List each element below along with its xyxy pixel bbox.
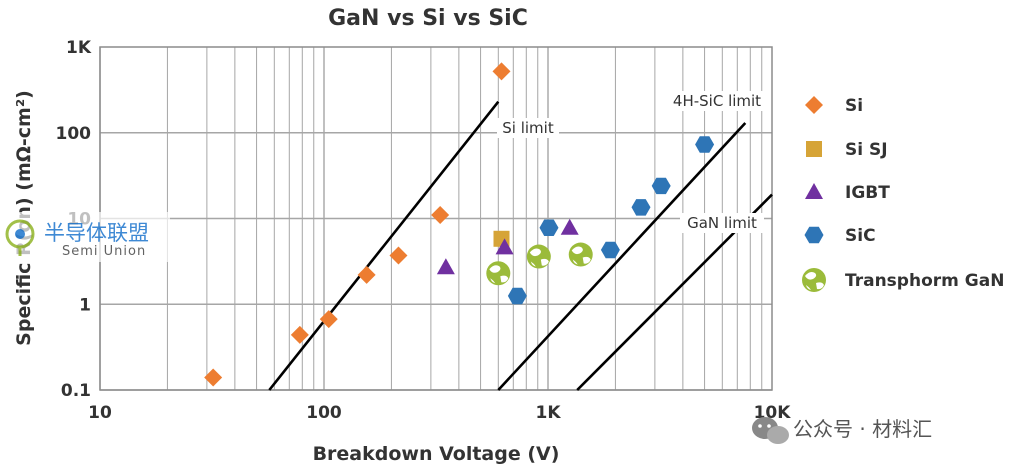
legend-marker-igbt [805,183,823,199]
limit-line-1 [497,122,747,391]
transphorm-gan-point [526,244,551,269]
si-limit-label-bg [497,118,559,138]
si-limit-label: Si limit [502,119,554,137]
x-tick-label: 100 [306,403,342,423]
si-point [204,368,223,387]
igbt-point [495,238,514,255]
transphorm-gan-point [568,242,593,267]
legend-marker-transphorm-gan [802,268,826,292]
watermark-wechat: 公众号 · 材料汇 [752,417,932,444]
gan-limit-label-bg [680,213,764,233]
chart-title: GaN vs Si vs SiC [328,6,528,31]
si-point [431,205,450,224]
limit-labels: Si limit 4H-SiC limit GaN limit [497,91,768,233]
legend-label-transphorm-gan: Transphorm GaN [845,271,1004,291]
legend-label-si-sj: Si SJ [845,140,888,160]
legend-item-si-sj: Si SJ [806,140,888,160]
watermark-wechat-text: 公众号 · 材料汇 [793,417,932,441]
watermark-bg [2,212,170,262]
legend-label-si: Si [845,96,863,116]
si-point [357,265,376,284]
sic-point [631,199,651,216]
semi-union-logo-icon [5,219,35,256]
sic-limit-label: 4H-SiC limit [673,92,761,110]
x-axis-title: Breakdown Voltage (V) [313,443,560,465]
legend-item-transphorm-gan: Transphorm GaN [802,268,1004,292]
legend-label-igbt: IGBT [845,183,890,203]
legend-marker-si [805,96,823,114]
y-tick-label: 1K [66,38,92,58]
sic-limit-label-bg [666,91,768,111]
gan-limit-label: GaN limit [687,214,757,232]
sic-point [507,287,527,305]
legend-label-sic: SiC [845,226,876,246]
si-point [290,325,309,344]
sic-point [600,241,620,259]
sic-point [695,136,715,153]
watermark-text: 半导体联盟 [44,221,149,245]
legend-marker-sic [804,226,824,244]
y-tick-label: 100 [56,124,92,144]
legend-marker-si-sj [806,141,822,157]
sic-point [651,177,671,195]
watermark-semi-union: 半导体联盟 Semi Union [2,212,170,262]
x-tick-label: 10 [88,403,112,423]
legend-item-si: Si [805,96,863,116]
sic-point [539,219,559,236]
legend: Si Si SJ IGBT SiC Transphorm GaN [802,96,1004,292]
si-point [389,246,408,265]
x-tick-labels: 10 100 1K 10K [88,403,791,423]
igbt-point [436,258,455,275]
si-point [492,62,511,81]
limit-line-0 [268,100,500,391]
wechat-icon [752,417,789,444]
legend-item-igbt: IGBT [805,183,890,203]
y-tick-label: 1 [79,295,91,315]
legend-item-sic: SiC [804,226,876,246]
data-points [204,62,715,387]
watermark-subtext: Semi Union [62,244,146,259]
y-tick-label: 0.1 [61,381,91,401]
igbt-point [560,218,579,235]
si-point [319,310,338,329]
x-tick-label: 1K [535,403,561,423]
transphorm-gan-point [486,261,511,286]
